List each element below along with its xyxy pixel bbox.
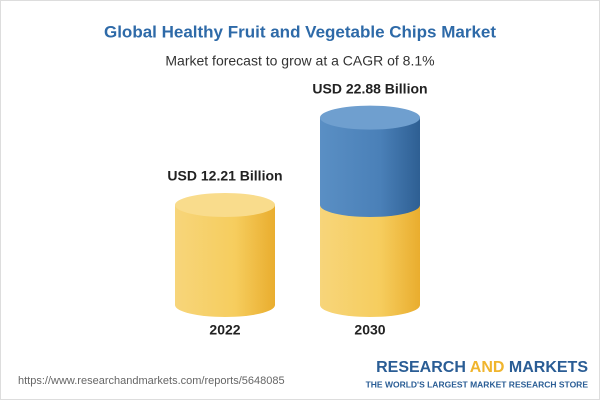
- chart-title: Global Healthy Fruit and Vegetable Chips…: [104, 22, 496, 41]
- source-url: https://www.researchandmarkets.com/repor…: [18, 375, 285, 387]
- cylinder-top: [175, 193, 275, 217]
- category-label: 2022: [209, 322, 240, 338]
- chart-subtitle: Market forecast to grow at a CAGR of 8.1…: [165, 53, 434, 69]
- cylinder-bottom: [320, 193, 420, 217]
- cylinder: [320, 105, 420, 317]
- cylinder-bottom: [320, 293, 420, 317]
- cylinder-bottom: [175, 293, 275, 317]
- logo-word: AND: [470, 359, 505, 376]
- logo-word: RESEARCH: [376, 359, 466, 376]
- cylinder-body: [320, 117, 420, 205]
- logo: RESEARCH AND MARKETS: [376, 359, 588, 376]
- logo-tagline: THE WORLD'S LARGEST MARKET RESEARCH STOR…: [366, 379, 589, 389]
- cylinder-body: [320, 205, 420, 305]
- cylinder: [175, 193, 275, 317]
- logo-word: MARKETS: [509, 359, 588, 376]
- cylinder-body: [175, 205, 275, 305]
- value-label: USD 12.21 Billion: [167, 168, 282, 184]
- category-label: 2030: [354, 322, 385, 338]
- value-label: USD 22.88 Billion: [312, 80, 427, 96]
- cylinder-top: [320, 105, 420, 130]
